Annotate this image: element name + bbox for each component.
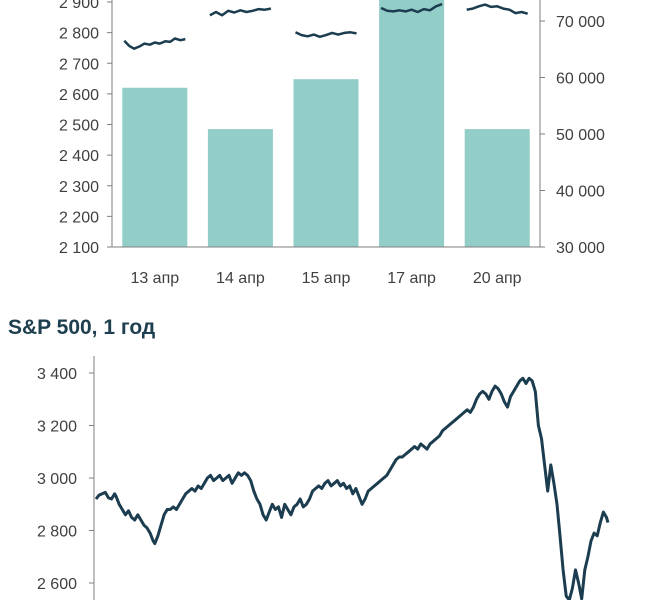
line-segment-4 <box>380 2 443 14</box>
intraday-chart: 2 100 2 200 2 300 2 400 2 500 2 600 2 700 2 800… <box>59 0 605 287</box>
line-series <box>123 2 529 50</box>
left-tick-label: 2 700 <box>59 56 99 73</box>
left-tick-label: 2 300 <box>59 179 99 196</box>
line-segment-5 <box>466 3 529 15</box>
line-segment-2 <box>209 7 272 17</box>
left-tick-label: 2 600 <box>59 87 99 104</box>
category-label: 17 апр <box>387 270 436 287</box>
left-tick-label: 2 500 <box>59 118 99 135</box>
left-tick-label: 2 400 <box>59 148 99 165</box>
y-tick-label: 3 200 <box>37 419 77 436</box>
y-tick-label: 3 400 <box>37 366 77 383</box>
left-tick-label: 2 900 <box>59 0 99 12</box>
y-tick-label: 2 800 <box>37 524 77 541</box>
right-axis-ticks: 30 000 40 000 50 000 60 000 70 000 <box>540 14 605 257</box>
series-line-sp500 <box>94 376 610 600</box>
bar-2 <box>207 129 273 247</box>
bar-3 <box>293 79 359 247</box>
right-tick-label: 50 000 <box>556 127 605 144</box>
line-segment-3 <box>294 31 357 39</box>
chart-title: S&P 500, 1 год <box>8 316 156 339</box>
category-label: 14 апр <box>216 270 265 287</box>
bar-1 <box>122 87 188 247</box>
y-tick-label: 2 600 <box>37 576 77 593</box>
bar-5 <box>464 129 530 247</box>
category-label: 20 апр <box>473 270 522 287</box>
axes <box>111 0 541 248</box>
bar-4 <box>379 0 445 247</box>
right-tick-label: 60 000 <box>556 71 605 88</box>
left-axis-ticks: 2 100 2 200 2 300 2 400 2 500 2 600 2 700 2 800… <box>59 0 112 257</box>
right-tick-label: 70 000 <box>556 14 605 31</box>
sp500-chart: 2 600 2 800 3 000 3 200 3 400 <box>37 356 610 600</box>
left-tick-label: 2 800 <box>59 26 99 43</box>
y-tick-label: 3 000 <box>37 471 77 488</box>
category-label: 15 апр <box>302 270 351 287</box>
bar-series <box>122 0 530 247</box>
right-tick-label: 30 000 <box>556 240 605 257</box>
line-segment-1 <box>123 37 186 50</box>
category-label: 13 апр <box>130 270 179 287</box>
right-tick-label: 40 000 <box>556 184 605 201</box>
y-axis-ticks: 2 600 2 800 3 000 3 200 3 400 <box>37 366 94 593</box>
left-tick-label: 2 200 <box>59 209 99 226</box>
left-tick-label: 2 100 <box>59 240 99 257</box>
category-labels: 13 апр 14 апр 15 апр 17 апр 20 апр <box>130 270 521 287</box>
